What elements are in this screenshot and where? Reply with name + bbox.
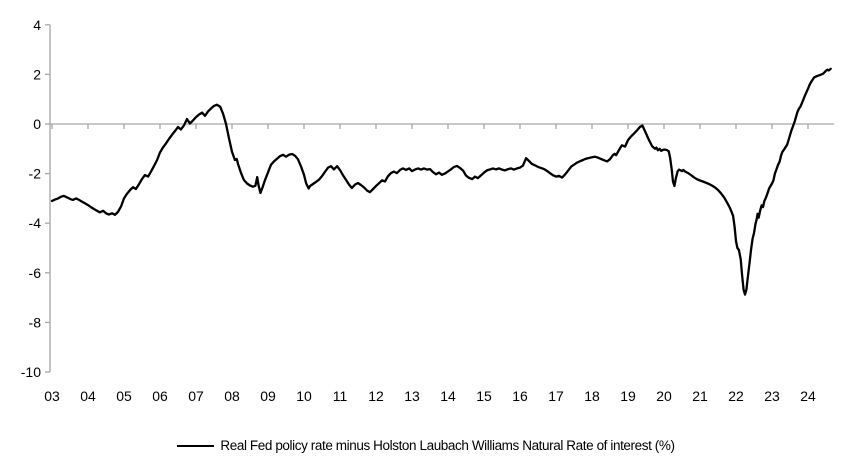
legend-line-swatch [177,444,215,447]
y-axis-tick-labels: 4 2 0 -2 -4 -6 -8 -10 [21,17,41,380]
x-axis-tick-label: 05 [116,388,132,404]
legend-label: Real Fed policy rate minus Holston Lauba… [220,438,675,453]
x-axis-tick-label: 23 [764,388,780,404]
y-axis-tick-label: 2 [33,66,41,82]
series-line [50,67,832,296]
x-axis-tick-label: 06 [152,388,168,404]
x-axis-zero-line [50,123,834,129]
x-axis-tick-label: 15 [476,388,492,404]
legend: Real Fed policy rate minus Holston Lauba… [0,438,852,453]
x-axis-tick-label: 13 [404,388,420,404]
y-axis [45,24,51,373]
x-axis-tick-label: 03 [44,388,60,404]
y-axis-tick-label: -2 [29,166,42,182]
x-axis-tick-label: 21 [692,388,708,404]
y-axis-tick-label: -8 [29,314,42,330]
y-axis-tick-label: -6 [29,265,42,281]
x-axis-tick-label: 22 [728,388,744,404]
x-axis-tick-label: 24 [800,388,816,404]
y-axis-tick-label: -4 [29,215,42,231]
x-axis-tick-label: 14 [440,388,456,404]
x-axis-tick-label: 17 [548,388,564,404]
x-axis-tick-label: 16 [512,388,528,404]
x-axis-tick-label: 18 [584,388,600,404]
x-axis-tick-label: 20 [656,388,672,404]
x-axis-tick-label: 19 [620,388,636,404]
y-axis-tick-label: 0 [33,116,41,132]
x-axis-tick-labels: 03 04 05 06 07 08 09 10 11 12 13 14 15 16 17 18 19 20 21 22… [44,388,816,404]
x-axis-tick-label: 08 [224,388,240,404]
x-axis-tick-label: 10 [296,388,312,404]
x-axis-tick-label: 09 [260,388,276,404]
x-axis-tick-label: 12 [368,388,384,404]
x-axis-tick-label: 07 [188,388,204,404]
x-axis-tick-label: 11 [333,388,348,404]
data-line [50,67,832,296]
y-axis-tick-label: 4 [33,17,41,33]
x-axis-tick-label: 04 [80,388,96,404]
y-axis-tick-label: -10 [21,364,41,380]
